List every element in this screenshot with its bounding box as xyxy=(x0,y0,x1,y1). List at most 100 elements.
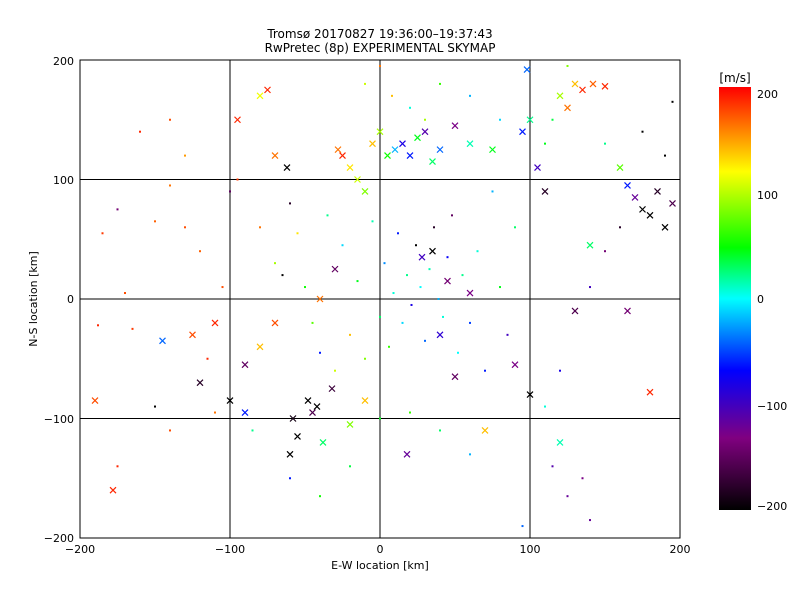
data-point-cross xyxy=(523,66,531,73)
colorbar-tick-label: −200 xyxy=(757,500,787,513)
chart-title: Tromsø 20170827 19:36:00–19:37:43 xyxy=(266,27,492,41)
x-tick-label: 0 xyxy=(377,543,384,556)
data-point-dot xyxy=(391,94,393,97)
data-point-dot xyxy=(424,339,426,342)
data-point-cross xyxy=(334,146,342,154)
data-point-cross xyxy=(328,385,336,393)
data-point-dot xyxy=(296,232,299,235)
data-point-dot xyxy=(221,286,224,289)
data-point-cross xyxy=(346,164,354,171)
data-point-dot xyxy=(506,333,509,336)
data-point-dot xyxy=(259,226,261,229)
data-point-cross xyxy=(661,223,669,231)
data-point-cross xyxy=(211,319,219,327)
data-point-dot xyxy=(184,226,186,229)
data-point-dot xyxy=(469,94,471,97)
data-point-cross xyxy=(159,337,166,345)
data-point-cross xyxy=(571,80,579,88)
colorbar-label: [m/s] xyxy=(719,71,750,85)
data-point-dot xyxy=(406,274,408,277)
data-point-dot xyxy=(469,321,471,324)
data-point-dot xyxy=(116,465,119,468)
data-point-dot xyxy=(521,525,524,528)
data-point-cross xyxy=(556,92,564,100)
data-point-cross xyxy=(289,415,297,422)
data-point-cross xyxy=(589,80,597,88)
x-tick-label: 200 xyxy=(670,543,691,556)
data-point-dot xyxy=(289,202,291,205)
data-point-dot xyxy=(206,357,209,360)
data-point-cross xyxy=(286,450,294,458)
data-point-cross xyxy=(399,140,406,148)
data-point-cross xyxy=(91,397,99,404)
data-point-cross xyxy=(369,140,376,148)
data-point-dot xyxy=(461,274,464,277)
data-point-dot xyxy=(281,274,284,277)
data-point-dot xyxy=(356,280,359,283)
data-point-dot xyxy=(116,208,119,211)
data-point-cross xyxy=(646,211,654,219)
data-point-cross xyxy=(654,188,661,195)
data-point-cross xyxy=(541,188,549,195)
data-point-dot xyxy=(566,495,569,498)
data-point-cross xyxy=(526,391,534,399)
data-point-dot xyxy=(319,495,321,498)
data-point-cross xyxy=(616,164,624,171)
data-point-dot xyxy=(289,477,291,480)
data-point-cross xyxy=(601,82,609,90)
data-point-dot xyxy=(451,214,453,217)
data-point-cross xyxy=(511,361,519,369)
data-point-cross xyxy=(256,343,264,351)
y-tick-label: 100 xyxy=(53,174,74,187)
data-point-cross xyxy=(189,331,196,339)
data-point-cross xyxy=(376,128,384,136)
colorbar-tick-label: −100 xyxy=(757,400,787,413)
data-point-cross xyxy=(466,140,474,148)
data-point-cross xyxy=(294,433,301,440)
data-point-dot xyxy=(229,190,231,193)
data-point-dot xyxy=(101,232,104,235)
data-point-dot xyxy=(476,250,479,253)
data-point-dot xyxy=(154,220,156,223)
data-point-cross xyxy=(586,241,594,249)
data-point-cross xyxy=(403,450,411,458)
data-point-cross xyxy=(466,289,474,297)
data-point-dot xyxy=(551,465,554,468)
data-point-cross xyxy=(436,331,444,339)
data-point-cross xyxy=(564,104,571,112)
data-point-cross xyxy=(579,86,586,94)
data-point-cross xyxy=(526,116,534,124)
data-point-cross xyxy=(571,307,579,315)
data-point-dot xyxy=(319,351,321,354)
data-point-dot xyxy=(139,130,141,133)
chart-subtitle: RwPretec (8p) EXPERIMENTAL SKYMAP xyxy=(265,41,496,55)
data-point-dot xyxy=(491,190,494,193)
data-point-dot xyxy=(559,369,561,372)
data-point-dot xyxy=(364,82,366,85)
grid-lines xyxy=(80,60,680,538)
data-point-cross xyxy=(451,373,459,381)
data-point-cross xyxy=(556,438,564,446)
x-tick-label: 100 xyxy=(520,543,541,556)
colorbar-tick-label: 0 xyxy=(757,293,764,306)
data-point-dot xyxy=(514,226,516,229)
data-point-dot xyxy=(236,178,239,181)
data-point-cross xyxy=(196,379,204,387)
data-point-cross xyxy=(631,194,639,201)
data-point-dot xyxy=(169,118,171,121)
data-point-dot xyxy=(589,286,591,289)
data-point-dot xyxy=(97,324,99,327)
y-tick-label: −200 xyxy=(44,532,74,545)
data-point-dot xyxy=(581,477,584,480)
data-point-dot xyxy=(131,327,134,330)
data-points xyxy=(91,64,676,528)
data-point-dot xyxy=(341,244,344,247)
data-point-dot xyxy=(566,64,569,67)
data-point-cross xyxy=(646,388,654,396)
data-point-cross xyxy=(406,152,414,160)
colorbar-tick-label: 100 xyxy=(757,189,778,202)
data-point-dot xyxy=(334,369,336,372)
data-point-dot xyxy=(184,154,186,157)
data-point-cross xyxy=(669,199,676,207)
